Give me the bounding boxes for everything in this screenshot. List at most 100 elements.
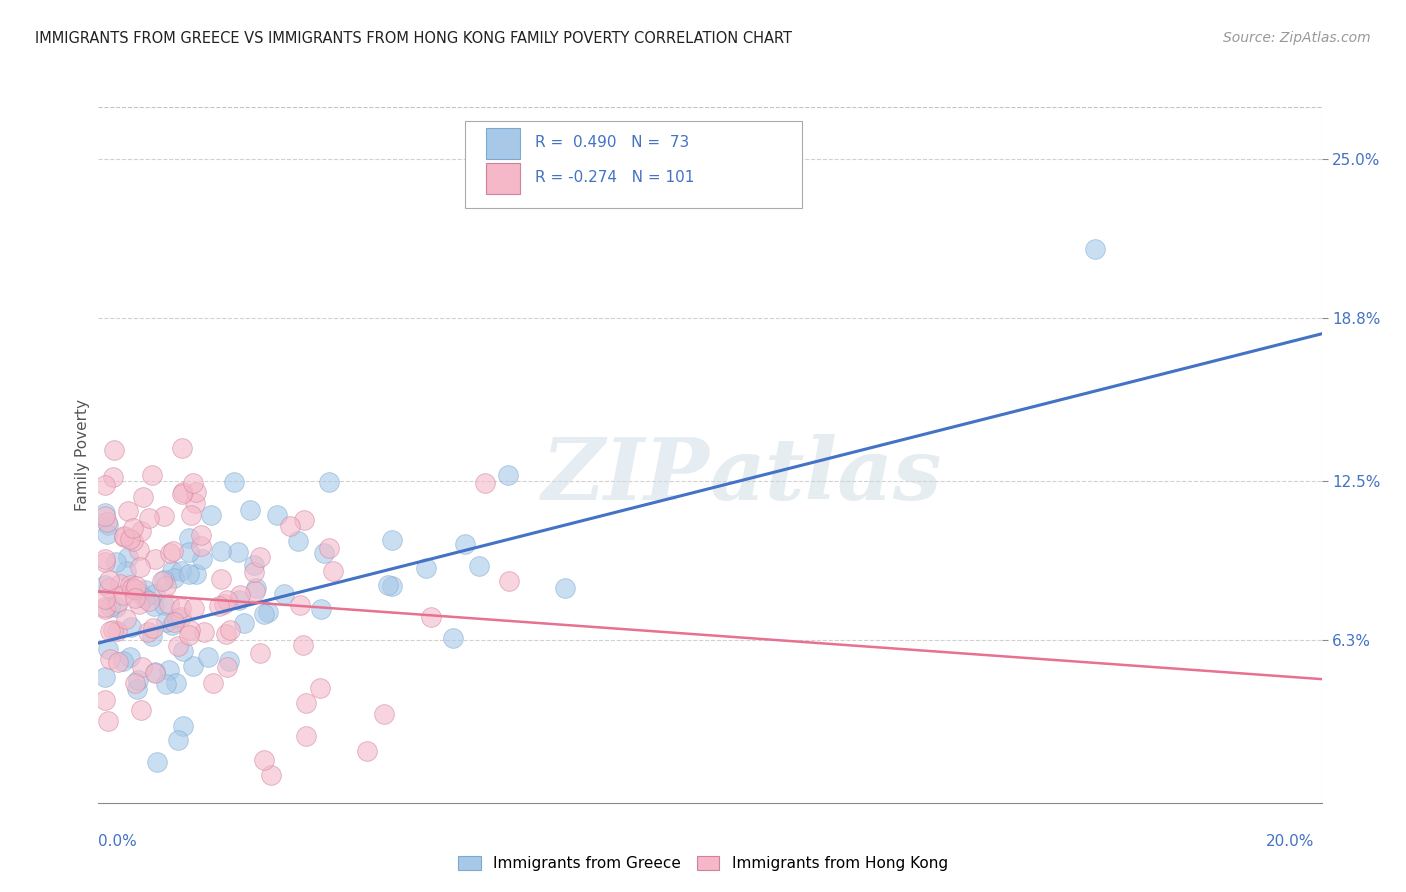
Point (212, 597, 235, 611)
Point (170, 600, 193, 615)
Point (245, 582, 267, 596)
Point (243, 558, 266, 572)
Point (146, 755, 169, 769)
Point (143, 666, 166, 681)
Point (112, 530, 135, 544)
Point (98, 652, 121, 666)
Point (228, 589, 250, 603)
Point (159, 546, 181, 560)
Point (1084, 242, 1107, 256)
Point (93, 551, 115, 566)
Point (190, 527, 212, 541)
Point (155, 579, 177, 593)
Point (170, 610, 193, 624)
Point (186, 484, 208, 499)
Point (454, 537, 477, 551)
Point (138, 510, 160, 524)
Point (318, 475, 340, 490)
Point (228, 593, 250, 607)
Point (309, 681, 332, 696)
Point (157, 663, 180, 677)
Point (128, 560, 150, 574)
Point (93, 555, 115, 569)
Point (294, 513, 316, 527)
Point (249, 550, 271, 565)
Point (441, 631, 464, 645)
Point (93, 693, 115, 707)
Point (294, 696, 316, 710)
Point (155, 677, 177, 691)
Point (201, 676, 224, 690)
Text: IMMIGRANTS FROM GREECE VS IMMIGRANTS FROM HONG KONG FAMILY POVERTY CORRELATION C: IMMIGRANTS FROM GREECE VS IMMIGRANTS FRO… (35, 31, 792, 46)
Point (243, 584, 266, 599)
Point (215, 627, 238, 641)
Point (167, 639, 190, 653)
Point (381, 578, 404, 592)
Point (200, 508, 222, 522)
Bar (486, 128, 520, 159)
Point (498, 467, 520, 482)
Point (554, 581, 576, 595)
Point (259, 768, 281, 782)
Point (253, 607, 276, 622)
Point (121, 520, 143, 534)
Point (155, 615, 177, 629)
Point (96, 515, 118, 529)
Point (111, 654, 134, 668)
Point (162, 544, 184, 558)
Point (93, 601, 115, 615)
Point (128, 543, 150, 558)
Point (143, 587, 166, 601)
Point (103, 443, 125, 458)
Point (215, 660, 238, 674)
Point (115, 564, 138, 578)
Point (243, 565, 266, 579)
Point (141, 467, 163, 482)
Point (129, 524, 152, 539)
Point (266, 508, 288, 523)
Point (125, 579, 148, 593)
Point (131, 490, 153, 504)
Point (153, 573, 176, 587)
Point (93, 670, 115, 684)
Point (107, 595, 129, 609)
Point (183, 601, 205, 615)
Point (157, 597, 180, 611)
Point (163, 615, 186, 629)
Point (104, 555, 127, 569)
Point (181, 659, 204, 673)
Y-axis label: Family Poverty: Family Poverty (75, 399, 90, 511)
Point (498, 574, 520, 588)
Point (211, 544, 233, 558)
Point (118, 577, 141, 591)
Point (160, 618, 183, 632)
Point (170, 487, 193, 501)
Point (222, 475, 245, 490)
Point (124, 591, 146, 605)
Text: ZIP: ZIP (543, 434, 710, 517)
Point (468, 559, 491, 574)
Point (278, 519, 301, 533)
Point (184, 567, 207, 582)
Point (273, 587, 295, 601)
Point (181, 476, 204, 491)
Point (172, 719, 194, 733)
Point (172, 484, 194, 499)
Point (356, 744, 378, 758)
Point (226, 545, 249, 559)
Point (120, 649, 142, 664)
Text: R = -0.274   N = 101: R = -0.274 N = 101 (536, 169, 695, 185)
Point (141, 629, 163, 643)
Point (97, 573, 120, 587)
Point (294, 729, 316, 743)
Point (179, 545, 201, 559)
Point (108, 576, 131, 591)
Point (233, 616, 256, 631)
Point (120, 620, 142, 634)
Point (190, 539, 212, 553)
FancyBboxPatch shape (465, 121, 801, 208)
Point (153, 509, 176, 524)
Point (218, 623, 240, 637)
Point (312, 546, 335, 560)
Point (104, 599, 127, 614)
